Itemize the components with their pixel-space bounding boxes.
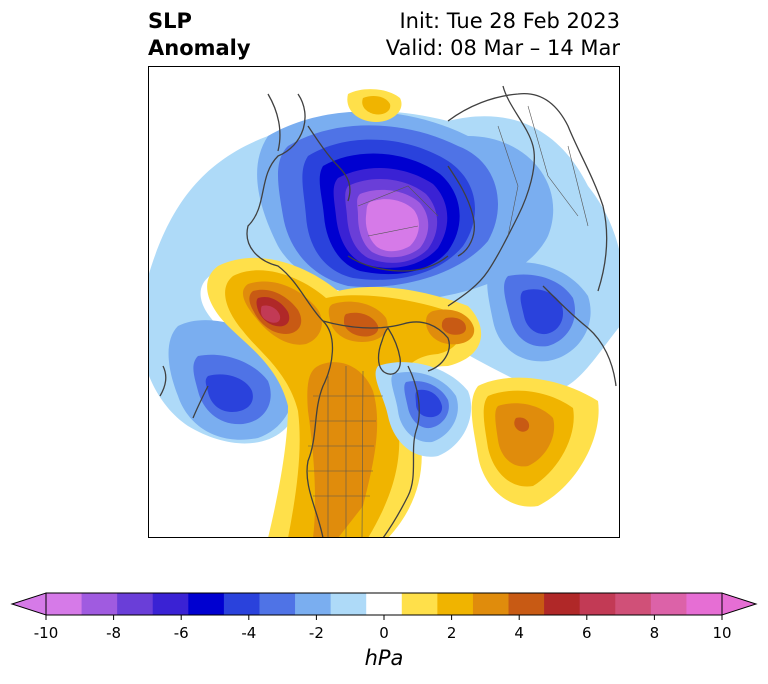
colorbar-segment: [472, 593, 510, 615]
colorbar-segments: [10, 592, 758, 616]
colorbar-tick-label: 0: [379, 624, 389, 642]
colorbar-segment: [508, 593, 545, 615]
colorbar-segment: [437, 593, 474, 615]
colorbar-tick-label: 2: [447, 624, 457, 642]
colorbar-tick-label: -10: [34, 624, 59, 642]
colorbar-segment: [330, 593, 367, 615]
coastlines: [159, 85, 617, 538]
colorbar-tick-label: -6: [174, 624, 189, 642]
colorbar-tick-label: 6: [582, 624, 592, 642]
colorbar-segment: [295, 593, 332, 615]
colorbar-segment: [259, 593, 296, 615]
borders: [308, 105, 589, 538]
colorbar-tick-label: 8: [650, 624, 660, 642]
colorbar-segment: [401, 593, 438, 615]
slp-anomaly-map: [148, 66, 620, 538]
colorbar-segment: [152, 593, 189, 615]
colorbar-over-arrow: [721, 592, 758, 616]
colorbar-segment: [686, 593, 723, 615]
title-variable: SLP: [148, 9, 192, 33]
colorbar-tick-label: 4: [514, 624, 524, 642]
colorbar-segment: [188, 593, 225, 615]
colorbar-segment: [615, 593, 652, 615]
colorbar-unit: hPa: [364, 646, 404, 670]
chart-title-dates: Init: Tue 28 Feb 2023 Valid: 08 Mar – 14…: [386, 8, 620, 62]
colorbar-segment: [81, 593, 118, 615]
colorbar-tick-label: -8: [106, 624, 121, 642]
colorbar-segment: [579, 593, 616, 615]
colorbar-segment: [650, 593, 687, 615]
colorbar-segment: [366, 593, 403, 615]
init-date: Init: Tue 28 Feb 2023: [399, 9, 620, 33]
colorbar-segment: [46, 593, 83, 615]
title-field: Anomaly: [148, 36, 251, 60]
map-frame: [148, 66, 620, 538]
chart-title-variable: SLP Anomaly: [148, 8, 251, 62]
colorbar: -10 -8 -6 -4 -2 0 2 4 6 8 10: [10, 592, 758, 642]
colorbar-segment: [544, 593, 581, 615]
colorbar-under-arrow: [10, 592, 47, 616]
colorbar-tick-label: 10: [712, 624, 731, 642]
colorbar-segment: [117, 593, 154, 615]
valid-range: Valid: 08 Mar – 14 Mar: [385, 36, 620, 60]
colorbar-tick-label: -4: [241, 624, 256, 642]
colorbar-segment: [223, 593, 260, 615]
colorbar-ticks: -10 -8 -6 -4 -2 0 2 4 6 8 10: [34, 615, 732, 642]
colorbar-tick-label: -2: [309, 624, 324, 642]
